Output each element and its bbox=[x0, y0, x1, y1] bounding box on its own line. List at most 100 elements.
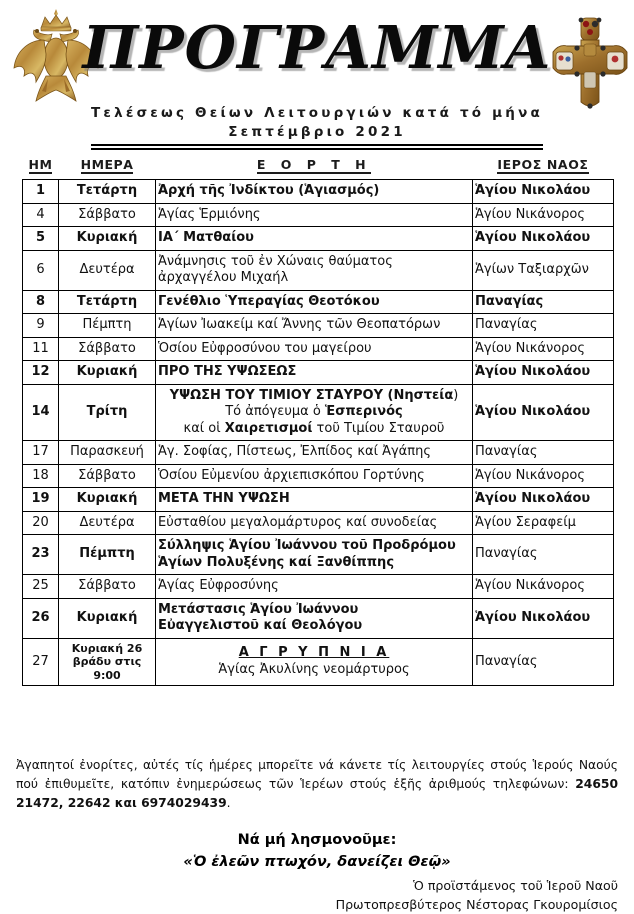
cell-church: Ἁγίου Νικολάου bbox=[472, 179, 614, 204]
cell-church: Παναγίας bbox=[472, 534, 614, 575]
page-title: ΠΡΟΓΡΑΜΜΑ bbox=[82, 13, 552, 82]
cell-weekday: Κυριακή bbox=[58, 360, 156, 385]
cell-day-number: 17 bbox=[22, 440, 59, 465]
notice-conjunction: και bbox=[110, 796, 142, 810]
cell-church: Ἁγίου Νικολάου bbox=[472, 487, 614, 512]
cell-feast: Εὐσταθίου μεγαλομάρτυρος καί συνοδείας bbox=[155, 510, 473, 535]
feast-line: Σύλληψις Ἁγίου Ἰωάννου τοῦ Προδρόμου bbox=[158, 538, 456, 553]
table-row: 18 Σάββατο Ὁσίου Εὐμενίου ἀρχιεπισκόπου Γο… bbox=[22, 463, 614, 488]
feast-line: ΥΨΩΣΗ ΤΟΥ ΤΙΜΙΟΥ ΣΤΑΥΡΟΥ (Νηστεία) bbox=[158, 388, 470, 405]
double-headed-eagle-icon bbox=[13, 9, 99, 102]
table-row: 8 Τετάρτη Γενέθλιο Ὑπεραγίας Θεοτόκου Παναγ… bbox=[22, 289, 614, 314]
notice-paragraph: Ἀγαπητοί ἐνορίτες, αὐτές τίς ἡμέρες μπορ… bbox=[16, 756, 618, 813]
table-row: 20 Δευτέρα Εὐσταθίου μεγαλομάρτυρος καί συ… bbox=[22, 510, 614, 535]
notice-text-part1: Ἀγαπητοί ἐνορίτες, αὐτές τίς ἡμέρες μπορ… bbox=[16, 758, 618, 791]
cell-day-number: 26 bbox=[22, 597, 59, 639]
cell-feast: Ἁγίας Εὐφροσύνης bbox=[155, 574, 473, 599]
feast-segment: καί οἱ bbox=[183, 420, 225, 436]
table-row: 25 Σάββατο Ἁγίας Εὐφροσύνης Ἁγίου Νικάνορος bbox=[22, 574, 614, 599]
cell-day-number: 20 bbox=[22, 510, 59, 535]
cell-weekday: Δευτέρα bbox=[58, 249, 156, 291]
signature-line-2: Πρωτοπρεσβύτερος Νέστορας Γκουρομίσιος bbox=[335, 897, 618, 912]
cell-day-number: 9 bbox=[22, 313, 59, 338]
remember-heading: Νά μή λησμονοῦμε: bbox=[237, 832, 397, 848]
cell-feast: Μετάστασις Ἁγίου Ἰωάννου Εὐαγγελιστοῦ καί… bbox=[155, 597, 473, 639]
cell-church: Ἁγίων Ταξιαρχῶν bbox=[472, 249, 614, 291]
feast-segment: Χαιρετισμοί bbox=[224, 420, 313, 436]
cell-weekday: Παρασκευή bbox=[58, 440, 156, 465]
subtitle-block: Τελέσεως Θείων Λειτουργιών κατά τό μήνα … bbox=[0, 104, 634, 150]
document-footer: Ἀγαπητοί ἐνορίτες, αὐτές τίς ἡμέρες μπορ… bbox=[16, 756, 618, 914]
subtitle-line-2: Σεπτέμβριο 2021 bbox=[228, 124, 406, 140]
cell-day-number: 12 bbox=[22, 360, 59, 385]
feast-line: Τό ἀπόγευμα ὁ Ἑσπερινός bbox=[158, 404, 470, 421]
cell-feast: Ἀνάμνησις τοῦ ἐν Χώναις θαύματος ἀρχαγγέλ… bbox=[155, 249, 473, 291]
table-row: 4 Σάββατο Ἁγίας Ἑρμιόνης Ἁγίου Νικάνορος bbox=[22, 202, 614, 227]
cell-church: Ἁγίου Νικολάου bbox=[472, 383, 614, 441]
cell-church: Ἁγίου Σεραφείμ bbox=[472, 510, 614, 535]
cell-church: Ἁγίου Νικάνορος bbox=[472, 463, 614, 488]
cell-weekday: Κυριακή bbox=[58, 226, 156, 251]
feast-segment: Ἁγίας Ἀκυλίνης νεομάρτυρος bbox=[218, 661, 410, 677]
schedule-table-head: ΗΜ ΗΜΕΡΑ Ε Ο Ρ Τ Η ΙΕΡΟΣ ΝΑΟΣ bbox=[23, 155, 614, 180]
cell-weekday: Κυριακή 26 βράδυ στις 9:00 bbox=[58, 637, 156, 686]
cell-weekday: Δευτέρα bbox=[58, 510, 156, 535]
cell-weekday: Τετάρτη bbox=[58, 179, 156, 204]
cell-feast: Ὁσίου Εὐφροσύνου του μαγείρου bbox=[155, 336, 473, 361]
column-header-day: ΗΜΕΡΑ bbox=[80, 157, 134, 174]
feast-line: καί οἱ Χαιρετισμοί τοῦ Τιμίου Σταυροῦ bbox=[158, 421, 470, 438]
column-header-hm: ΗΜ bbox=[28, 157, 53, 174]
weekday-line: Κυριακή 26 bbox=[71, 641, 143, 655]
cell-feast: ΙΑ΄ Ματθαίου bbox=[155, 226, 473, 251]
weekday-line: βράδυ στις bbox=[72, 655, 142, 668]
cell-day-number: 5 bbox=[22, 226, 59, 251]
schedule-table-body: 1 Τετάρτη Ἀρχή τῆς Ἰνδίκτου (Ἁγιασμός) Ἁγίο… bbox=[22, 179, 614, 686]
cell-church: Ἁγίου Νικάνορος bbox=[472, 574, 614, 599]
table-row: 1 Τετάρτη Ἀρχή τῆς Ἰνδίκτου (Ἁγιασμός) Ἁγίο… bbox=[22, 179, 614, 204]
feast-segment: Τό ἀπόγευμα ὁ bbox=[225, 404, 325, 419]
cell-feast: Ὁσίου Εὐμενίου ἀρχιεπισκόπου Γορτύνης bbox=[155, 463, 473, 488]
cell-day-number: 1 bbox=[22, 179, 59, 204]
feast-line: Μετάστασις Ἁγίου Ἰωάννου bbox=[158, 601, 359, 617]
table-row: 17 Παρασκευή Ἁγ. Σοφίας, Πίστεως, Ἐλπίδος … bbox=[22, 440, 614, 465]
feast-segment: τοῦ Τιμίου Σταυροῦ bbox=[312, 420, 445, 436]
table-row: 14 Τρίτη ΥΨΩΣΗ ΤΟΥ ΤΙΜΙΟΥ ΣΤΑΥΡΟΥ (Νηστεία… bbox=[22, 383, 614, 441]
cell-feast: Γενέθλιο Ὑπεραγίας Θεοτόκου bbox=[155, 289, 473, 314]
cell-feast: ΥΨΩΣΗ ΤΟΥ ΤΙΜΙΟΥ ΣΤΑΥΡΟΥ (Νηστεία) Τό ἀπό… bbox=[155, 383, 473, 441]
phone-numbers-primary: 24650 21472, 22642 bbox=[16, 777, 618, 810]
table-row: 9 Πέμπτη Ἁγίων Ἰωακείμ καί Ἄννης τῶν Θεοπα… bbox=[22, 313, 614, 338]
cell-church: Παναγίας bbox=[472, 637, 614, 686]
cell-weekday: Σάββατο bbox=[58, 463, 156, 488]
cell-church: Παναγίας bbox=[472, 289, 614, 314]
cell-church: Ἁγίου Νικολάου bbox=[472, 226, 614, 251]
feast-segment: Α Γ Ρ Υ Π Ν Ι Α bbox=[238, 645, 390, 661]
cell-day-number: 27 bbox=[22, 637, 59, 686]
cell-weekday: Τετάρτη bbox=[58, 289, 156, 314]
cell-church: Παναγίας bbox=[472, 440, 614, 465]
cell-day-number: 6 bbox=[22, 249, 59, 291]
table-row: 5 Κυριακή ΙΑ΄ Ματθαίου Ἁγίου Νικολάου bbox=[22, 226, 614, 251]
feast-line: Ἀνάμνησις τοῦ ἐν Χώναις θαύματος bbox=[158, 253, 393, 269]
cell-feast: Α Γ Ρ Υ Π Ν Ι Α Ἁγίας Ἀκυλίνης νεομάρτυρο… bbox=[155, 637, 473, 686]
cell-weekday: Σάββατο bbox=[58, 202, 156, 227]
cell-weekday: Πέμπτη bbox=[58, 534, 156, 575]
cell-feast: Σύλληψις Ἁγίου Ἰωάννου τοῦ Προδρόμου Ἁγίω… bbox=[155, 534, 473, 575]
column-header-feast: Ε Ο Ρ Τ Η bbox=[256, 157, 372, 174]
cell-day-number: 18 bbox=[22, 463, 59, 488]
document-header: ΠΡΟΓΡΑΜΜΑ bbox=[0, 0, 634, 155]
cell-church: Παναγίας bbox=[472, 313, 614, 338]
column-header-naos: ΙΕΡΟΣ ΝΑΟΣ bbox=[497, 157, 589, 174]
schedule-table-wrap: ΗΜ ΗΜΕΡΑ Ε Ο Ρ Τ Η ΙΕΡΟΣ ΝΑΟΣ 1 Τετάρτη Ἀρ… bbox=[22, 155, 614, 686]
feast-line: Ἁγίων Πολυξένης καί Ξανθίππης bbox=[158, 554, 395, 570]
cell-weekday: Τρίτη bbox=[58, 383, 156, 441]
feast-segment: Ἑσπερινός bbox=[324, 404, 403, 419]
cell-day-number: 14 bbox=[22, 383, 59, 441]
table-row: 19 Κυριακή ΜΕΤΑ ΤΗΝ ΥΨΩΣΗ Ἁγίου Νικολάου bbox=[22, 487, 614, 512]
cell-day-number: 4 bbox=[22, 202, 59, 227]
table-row: 27 Κυριακή 26 βράδυ στις 9:00 Α Γ Ρ Υ Π Ν Ι … bbox=[22, 637, 614, 686]
cell-church: Ἁγίου Νικάνορος bbox=[472, 336, 614, 361]
table-row: 11 Σάββατο Ὁσίου Εὐφροσύνου του μαγείρου Ἁγ… bbox=[22, 336, 614, 361]
table-row: 12 Κυριακή ΠΡΟ ΤΗΣ ΥΨΩΣΕΩΣ Ἁγίου Νικολάου bbox=[22, 360, 614, 385]
cell-weekday: Κυριακή bbox=[58, 487, 156, 512]
cell-feast: Ἁγίας Ἑρμιόνης bbox=[155, 202, 473, 227]
